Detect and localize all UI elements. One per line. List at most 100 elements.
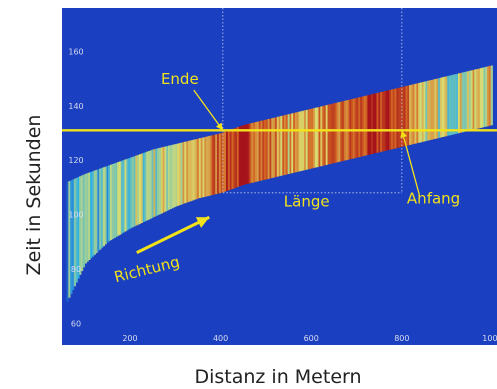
band-stripe: [164, 146, 167, 212]
band-stripe: [130, 157, 133, 229]
band-stripe: [104, 166, 107, 245]
band-stripe: [258, 121, 261, 181]
band-stripe: [289, 113, 292, 174]
band-stripe: [197, 138, 200, 199]
band-stripe: [351, 99, 354, 159]
band-stripe: [88, 172, 91, 260]
band-stripe: [383, 91, 386, 151]
band-stripe: [352, 98, 356, 159]
band-stripe: [405, 85, 408, 146]
band-stripe: [362, 96, 365, 157]
band-stripe: [294, 112, 298, 173]
band-stripe: [298, 111, 301, 172]
band-stripe: [356, 97, 359, 158]
band-stripe: [358, 97, 361, 158]
band-stripe: [262, 120, 265, 181]
band-stripe: [461, 72, 464, 133]
band-stripe: [372, 93, 375, 154]
band-stripe: [166, 146, 169, 211]
band-stripe: [244, 124, 247, 185]
band-stripe: [126, 158, 129, 231]
band-stripe: [206, 136, 209, 197]
band-stripe: [392, 89, 395, 149]
band-stripe: [73, 178, 76, 287]
band-stripe: [186, 141, 189, 203]
band-stripe: [182, 142, 185, 204]
band-stripe: [229, 129, 232, 190]
band-stripe: [177, 143, 180, 206]
band-stripe: [91, 171, 95, 257]
band-stripe: [458, 73, 461, 134]
band-stripe: [233, 128, 236, 189]
annotation-lnge: Länge: [284, 192, 330, 210]
band-stripe: [235, 127, 238, 188]
y-tick-label: 120: [68, 156, 83, 165]
band-stripe: [387, 90, 390, 151]
band-stripe: [378, 92, 381, 153]
band-stripe: [463, 72, 466, 132]
band-stripe: [481, 67, 484, 128]
band-stripe: [144, 152, 147, 222]
band-stripe: [95, 169, 98, 254]
band-stripe: [236, 127, 240, 187]
band-stripe: [215, 134, 218, 195]
band-stripe: [465, 71, 468, 132]
band-stripe: [124, 159, 127, 232]
band-stripe: [209, 135, 212, 196]
band-stripe: [439, 77, 443, 138]
band-stripe: [369, 94, 372, 155]
annotation-arrowhead: [400, 130, 408, 138]
band-stripe: [191, 140, 194, 201]
band-stripe: [316, 107, 319, 168]
marker-lines: [222, 8, 403, 194]
band-stripe: [314, 107, 317, 168]
band-stripe: [93, 170, 96, 255]
traffic-band: [66, 65, 493, 302]
x-tick-label: 200: [122, 334, 137, 343]
band-stripe: [151, 149, 154, 218]
band-stripe: [246, 124, 249, 184]
band-stripe: [231, 129, 234, 189]
band-stripe: [447, 75, 450, 136]
band-stripe: [329, 104, 332, 164]
band-stripe: [275, 117, 278, 178]
band-stripe: [198, 138, 201, 198]
band-stripe: [403, 86, 406, 147]
band-stripe: [133, 156, 136, 227]
band-stripe: [120, 160, 124, 234]
band-stripe: [119, 161, 122, 235]
y-tick-label: 80: [71, 265, 81, 274]
band-stripe: [111, 164, 114, 239]
band-stripe: [188, 140, 191, 202]
band-stripe: [276, 116, 279, 177]
band-stripe: [142, 152, 145, 222]
annotation-arrow: [401, 130, 421, 196]
y-tick-label: 60: [71, 319, 81, 328]
band-stripe: [128, 158, 131, 230]
band-stripe: [200, 137, 203, 198]
band-stripe: [135, 155, 138, 226]
annotation-arrowhead: [195, 217, 210, 228]
band-stripe: [97, 169, 100, 252]
band-stripe: [251, 122, 254, 183]
x-axis-ticks: 200 400 600 800 1000: [122, 334, 497, 343]
x-tick-label: 400: [213, 334, 228, 343]
band-stripe: [113, 163, 116, 238]
annotation-anfang: Anfang: [407, 190, 460, 208]
band-stripe: [483, 67, 486, 127]
band-stripe: [400, 87, 403, 147]
band-stripe: [117, 162, 120, 236]
band-stripe: [307, 109, 310, 170]
band-stripe: [137, 154, 140, 225]
band-stripe: [106, 166, 109, 243]
band-stripe: [323, 105, 327, 166]
band-stripe: [169, 145, 172, 209]
band-stripe: [327, 104, 330, 165]
band-stripe: [222, 132, 225, 193]
band-stripe: [325, 105, 328, 165]
band-stripe: [282, 115, 285, 176]
band-stripe: [75, 177, 78, 283]
y-tick-label: 160: [68, 47, 83, 56]
band-stripe: [82, 174, 85, 268]
band-stripe: [267, 119, 270, 179]
